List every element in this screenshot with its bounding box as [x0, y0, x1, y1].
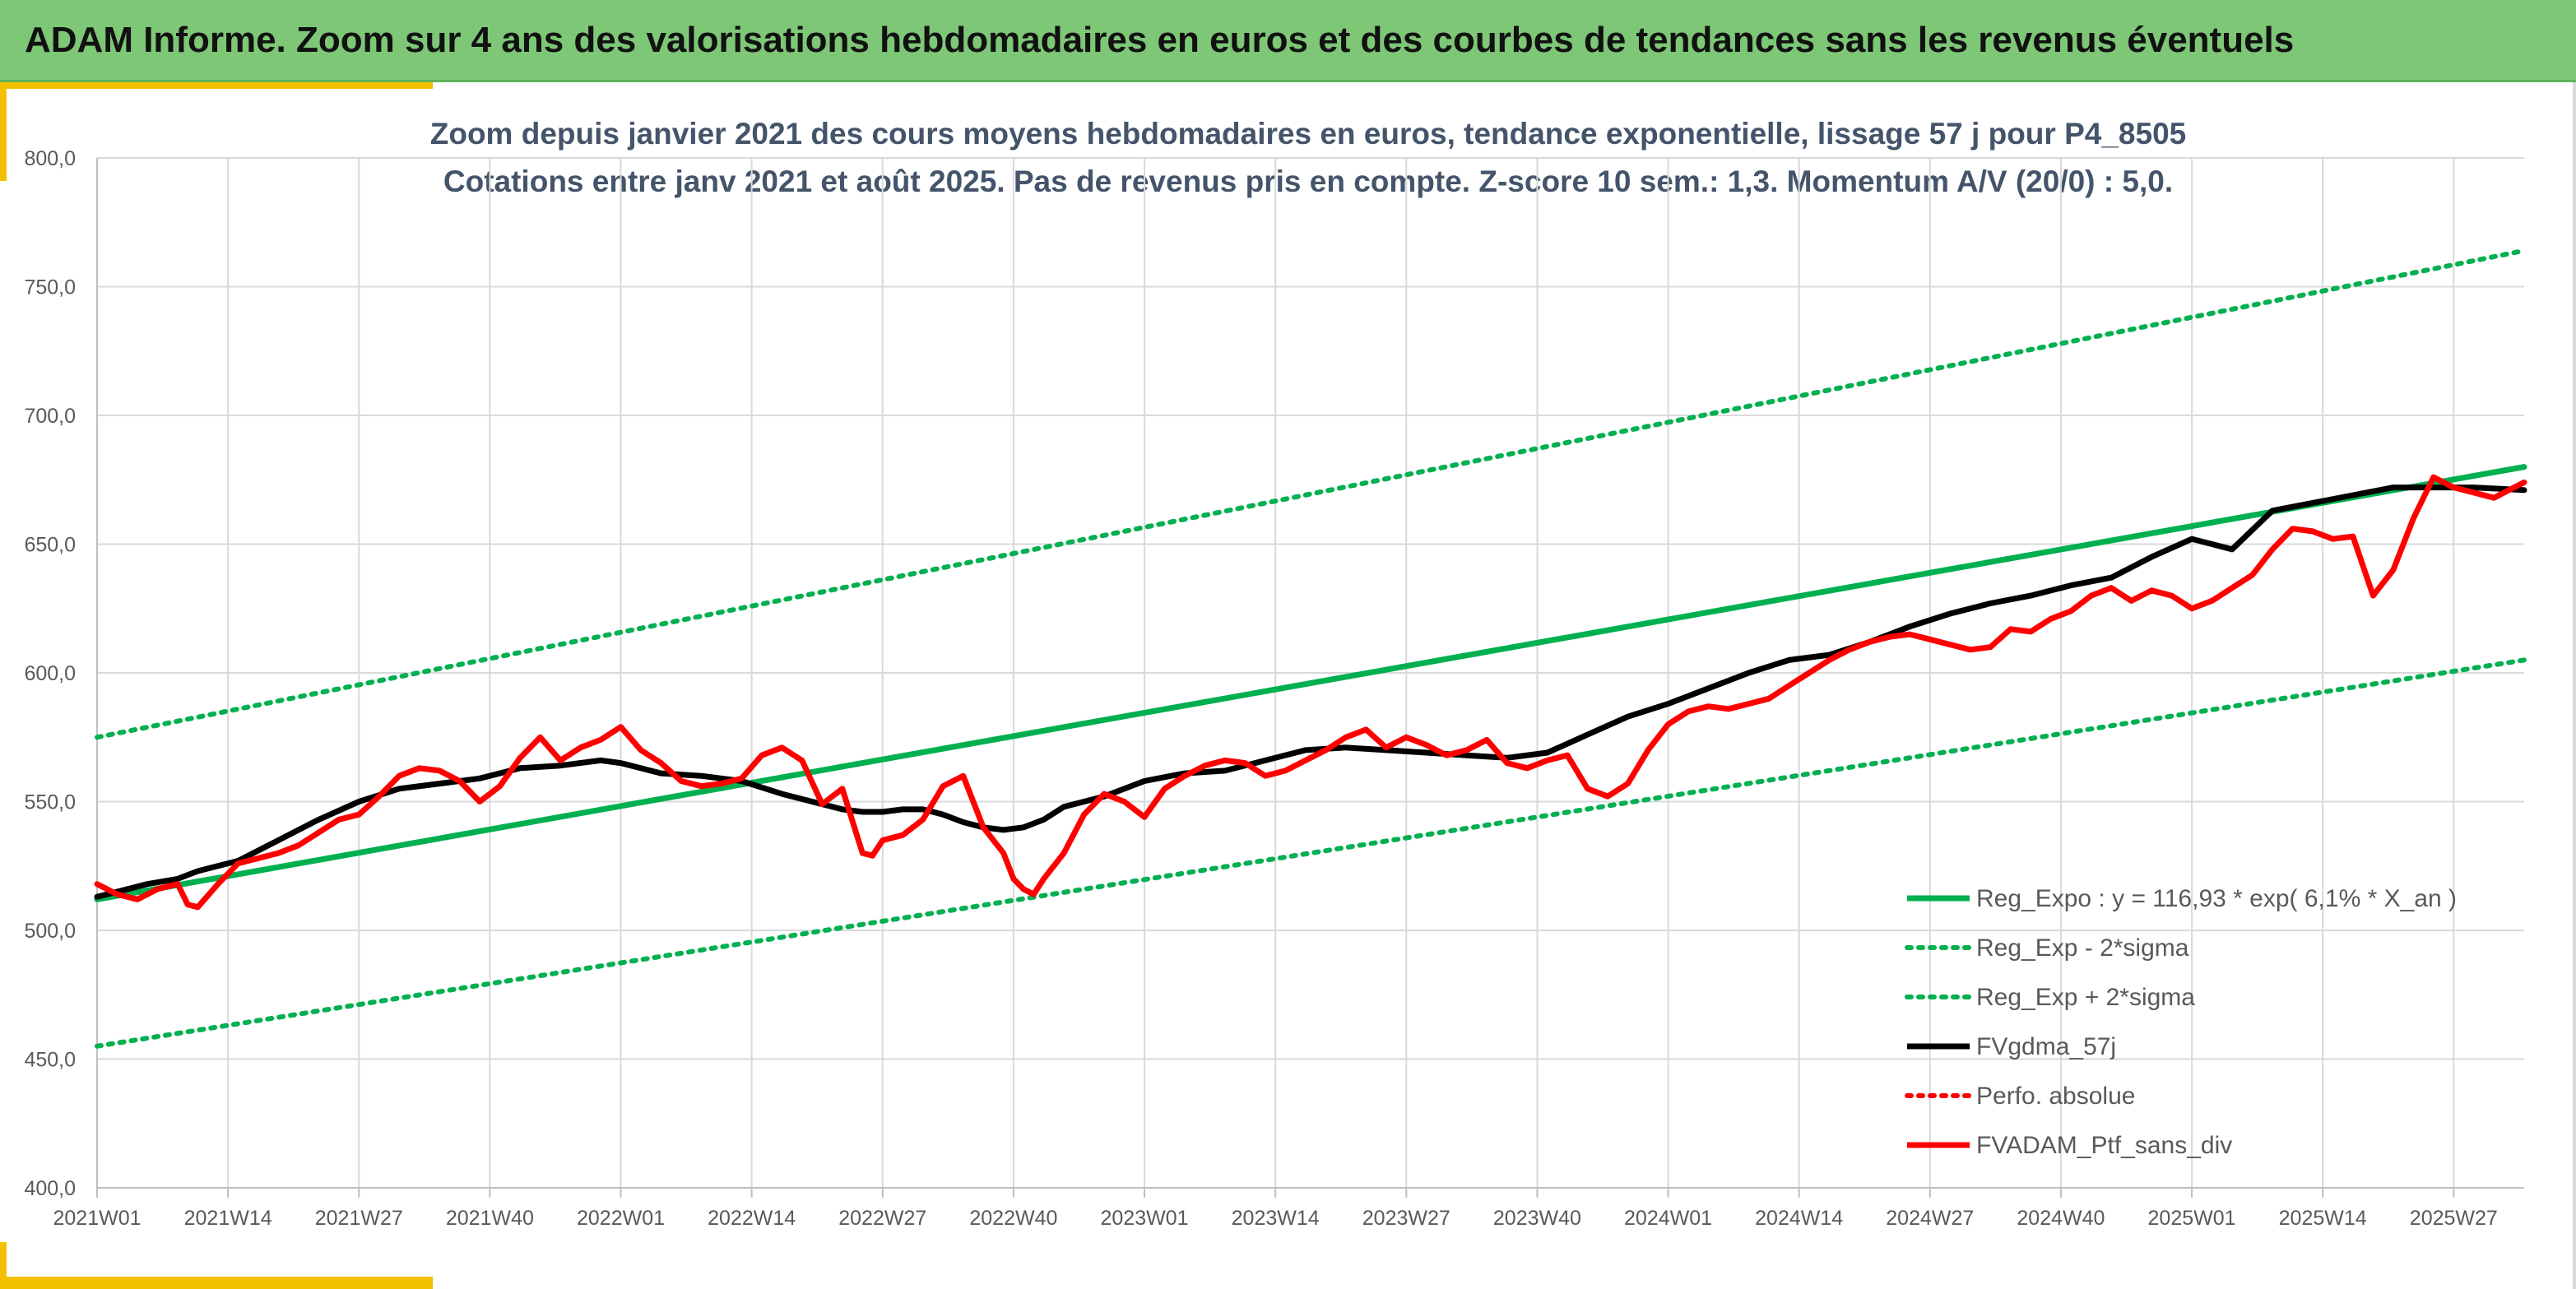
series-line-reg-expo — [94, 464, 2527, 902]
x-tick-label: 2022W40 — [969, 1207, 1057, 1230]
x-tick-label: 2021W01 — [53, 1207, 141, 1230]
x-tick-label: 2022W01 — [577, 1207, 665, 1230]
x-tick-label: 2022W27 — [838, 1207, 926, 1230]
accent-bar-left-bottom — [0, 1242, 7, 1289]
chart-subtitle-line2: Cotations entre janv 2021 et août 2025. … — [443, 165, 2173, 198]
legend-label-reg-plus-2sigma: Reg_Exp + 2*sigma — [1976, 984, 2195, 1011]
x-tick-label: 2024W14 — [1755, 1207, 1843, 1230]
x-tick-label: 2021W27 — [315, 1207, 403, 1230]
x-tick-label: 2021W14 — [184, 1207, 272, 1230]
header-bar: ADAM Informe. Zoom sur 4 ans des valoris… — [0, 0, 2576, 82]
frame-right-border — [2573, 82, 2576, 1289]
legend: Reg_Expo : y = 116,93 * exp( 6,1% * X_an… — [1905, 885, 2457, 1159]
y-tick-label: 750,0 — [24, 276, 76, 299]
y-tick-label: 700,0 — [24, 405, 76, 428]
page-title: ADAM Informe. Zoom sur 4 ans des valoris… — [25, 20, 2295, 60]
y-tick-label: 800,0 — [24, 147, 76, 170]
y-tick-label: 550,0 — [24, 791, 76, 814]
x-tick-label: 2025W14 — [2279, 1207, 2367, 1230]
series-line-reg-minus-2sigma — [95, 657, 2527, 1049]
legend-label-gdma-57j: FVgdma_57j — [1976, 1033, 2116, 1060]
accent-bar-bottom — [0, 1277, 433, 1289]
accent-bar-left — [0, 82, 7, 181]
x-tick-label: 2024W01 — [1624, 1207, 1712, 1230]
x-tick-label: 2023W14 — [1232, 1207, 1320, 1230]
x-tick-label: 2025W01 — [2148, 1207, 2236, 1230]
y-tick-label: 600,0 — [24, 662, 76, 685]
y-tick-label: 400,0 — [24, 1177, 76, 1200]
y-tick-label: 450,0 — [24, 1049, 76, 1072]
grid-lines — [96, 157, 2524, 1189]
y-tick-label: 650,0 — [24, 534, 76, 557]
legend-label-reg-expo: Reg_Expo : y = 116,93 * exp( 6,1% * X_an… — [1976, 885, 2457, 912]
x-tick-label: 2025W27 — [2410, 1207, 2498, 1230]
accent-bar-top — [0, 82, 433, 89]
y-tick-label: 500,0 — [24, 920, 76, 943]
x-tick-label: 2021W40 — [446, 1207, 534, 1230]
x-tick-label: 2022W14 — [708, 1207, 796, 1230]
x-tick-label: 2023W01 — [1101, 1207, 1189, 1230]
x-tick-label: 2023W40 — [1493, 1207, 1581, 1230]
series-layer — [94, 248, 2527, 1049]
legend-label-perfo-absolue: Perfo. absolue — [1976, 1083, 2135, 1110]
axes: 400,0 450,0 500,0 550,0 600,0 650,0 700,0 750,0… — [24, 147, 2524, 1230]
legend-label-reg-minus-2sigma: Reg_Exp - 2*sigma — [1976, 934, 2189, 962]
series-line-gdma-57j — [94, 485, 2527, 900]
series-line-ptf-sans-div — [94, 474, 2527, 911]
x-tick-label: 2023W27 — [1362, 1207, 1450, 1230]
x-tick-label: 2024W27 — [1886, 1207, 1974, 1230]
chart-subtitle-line1: Zoom depuis janvier 2021 des cours moyen… — [430, 117, 2186, 151]
series-line-reg-plus-2sigma — [95, 248, 2527, 740]
legend-label-ptf-sans-div: FVADAM_Ptf_sans_div — [1976, 1132, 2232, 1159]
x-tick-label: 2024W40 — [2017, 1207, 2105, 1230]
